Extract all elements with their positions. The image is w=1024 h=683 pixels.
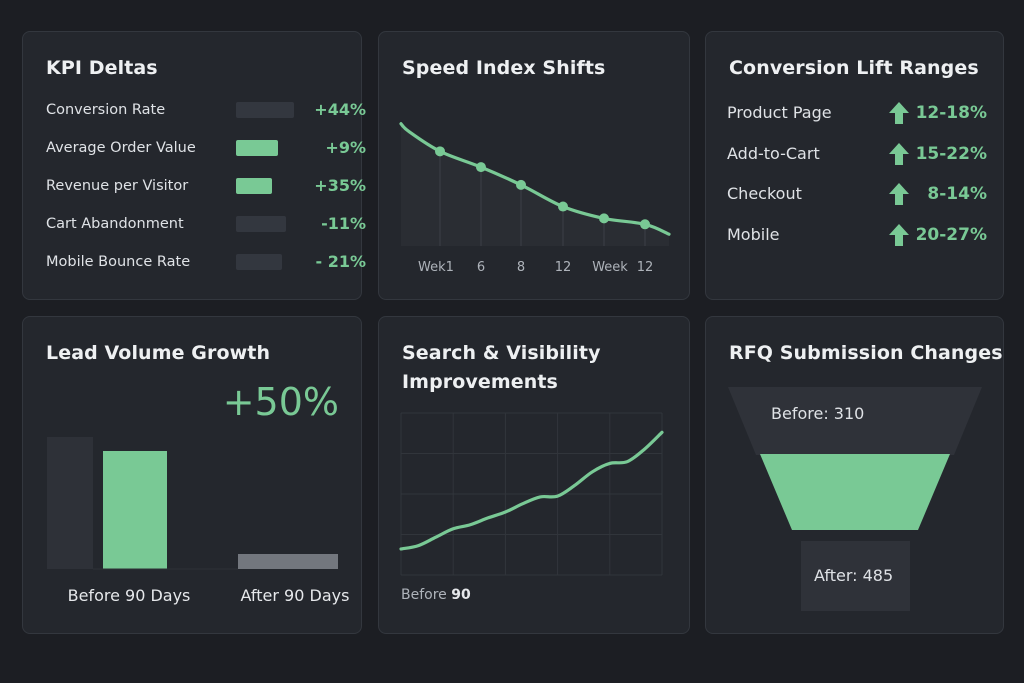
x-tick-label: 8 (517, 260, 525, 275)
lead-volume-chart: Before 90 Days After 90 Days (47, 437, 350, 605)
lift-range: 15-22% (915, 143, 987, 164)
lift-range: 20-27% (915, 224, 987, 245)
kpi-label: Cart Abandonment (46, 216, 184, 232)
footer-value: 90 (451, 587, 471, 603)
kpi-bar (236, 140, 278, 156)
kpi-value: +35% (314, 176, 366, 195)
kpi-value: - 21% (315, 252, 366, 271)
background-bar (47, 437, 93, 569)
card-title: Speed Index Shifts (402, 57, 606, 79)
card-title: KPI Deltas (46, 57, 158, 79)
funnel-chart (728, 387, 982, 611)
kpi-row: Mobile Bounce Rate - 21% (46, 252, 366, 272)
lift-label: Product Page (727, 103, 832, 122)
funnel-stage-middle (760, 454, 950, 530)
lift-range: 12-18% (915, 103, 987, 123)
kpi-bar (236, 178, 272, 194)
lead-volume-card: Lead Volume Growth +50% Before 90 Days Af… (22, 316, 362, 634)
kpi-label: Average Order Value (46, 140, 196, 156)
kpi-label: Mobile Bounce Rate (46, 254, 191, 270)
x-tick-label: Wek1 (418, 260, 454, 275)
x-tick-label: 6 (477, 260, 485, 275)
card-title: Lead Volume Growth (46, 342, 271, 364)
arrow-up-icon (889, 223, 909, 246)
card-title: RFQ Submission Changes (729, 342, 1003, 364)
chart-footer: Before 90 (401, 585, 471, 605)
bar-after (238, 554, 338, 569)
kpi-bar (236, 216, 286, 232)
funnel-stage-after (801, 541, 910, 611)
lift-row: Mobile 20-27% (727, 223, 987, 247)
data-point (516, 179, 526, 190)
arrow-up-icon (889, 183, 909, 205)
kpi-row: Conversion Rate +44% (46, 100, 366, 120)
lift-row: Checkout 8-14% (727, 182, 987, 206)
kpi-deltas-card: KPI Deltas Conversion Rate +44% Average Or… (22, 31, 366, 300)
lift-label: Mobile (727, 224, 780, 244)
category-label: After 90 Days (241, 586, 350, 605)
data-point (640, 219, 650, 230)
headline-value: +50% (222, 380, 339, 424)
search-visibility-card: Search & Visibility Improvements Before … (378, 316, 690, 634)
data-point (435, 146, 445, 157)
arrow-up-icon (889, 142, 909, 165)
kpi-value: -11% (321, 214, 366, 233)
speed-index-chart: Wek1 6 8 12 Week 12 (399, 122, 671, 275)
funnel-after-label: After: 485 (814, 566, 894, 585)
kpi-bar (236, 254, 282, 270)
bar-before (103, 451, 167, 569)
kpi-value: +9% (325, 138, 366, 157)
series-line (399, 430, 664, 551)
lift-range: 8-14% (927, 184, 987, 204)
kpi-bar (236, 102, 294, 118)
lift-label: Add-to-Cart (727, 143, 820, 163)
data-point (558, 201, 568, 212)
area-fill (401, 123, 669, 246)
arrow-up-icon (889, 102, 909, 124)
kpi-label: Conversion Rate (46, 102, 166, 118)
x-tick-label: 12 (555, 260, 572, 275)
kpi-row: Average Order Value +9% (46, 138, 366, 158)
lift-row: Product Page 12-18% (727, 101, 987, 125)
lift-row: Add-to-Cart 15-22% (727, 142, 987, 166)
kpi-label: Revenue per Visitor (46, 178, 189, 194)
x-tick-label: Week (592, 260, 628, 275)
kpi-value: +44% (314, 100, 366, 119)
funnel-before-label: Before: 310 (771, 404, 865, 423)
speed-index-card: Speed Index Shifts Wek1 6 8 12 Week 12 (378, 31, 690, 300)
search-visibility-chart (399, 412, 664, 576)
title-line-1: Search & Visibility (402, 342, 601, 364)
category-label: Before 90 Days (68, 586, 191, 605)
conversion-lift-card: Conversion Lift Ranges Product Page 12-18… (705, 31, 1004, 300)
data-point (599, 213, 609, 224)
rfq-card: RFQ Submission Changes Before: 310 After… (705, 316, 1004, 634)
data-point (476, 162, 486, 173)
kpi-row: Cart Abandonment -11% (46, 214, 366, 234)
kpi-row: Revenue per Visitor +35% (46, 176, 366, 196)
funnel-stage-before (728, 387, 982, 455)
title-line-2: Improvements (402, 371, 558, 393)
footer-prefix: Before (401, 587, 447, 603)
lift-label: Checkout (727, 184, 802, 203)
x-tick-label: 12 (637, 260, 654, 275)
card-title: Conversion Lift Ranges (729, 57, 979, 79)
card-title: Search & Visibility Improvements (402, 339, 601, 397)
